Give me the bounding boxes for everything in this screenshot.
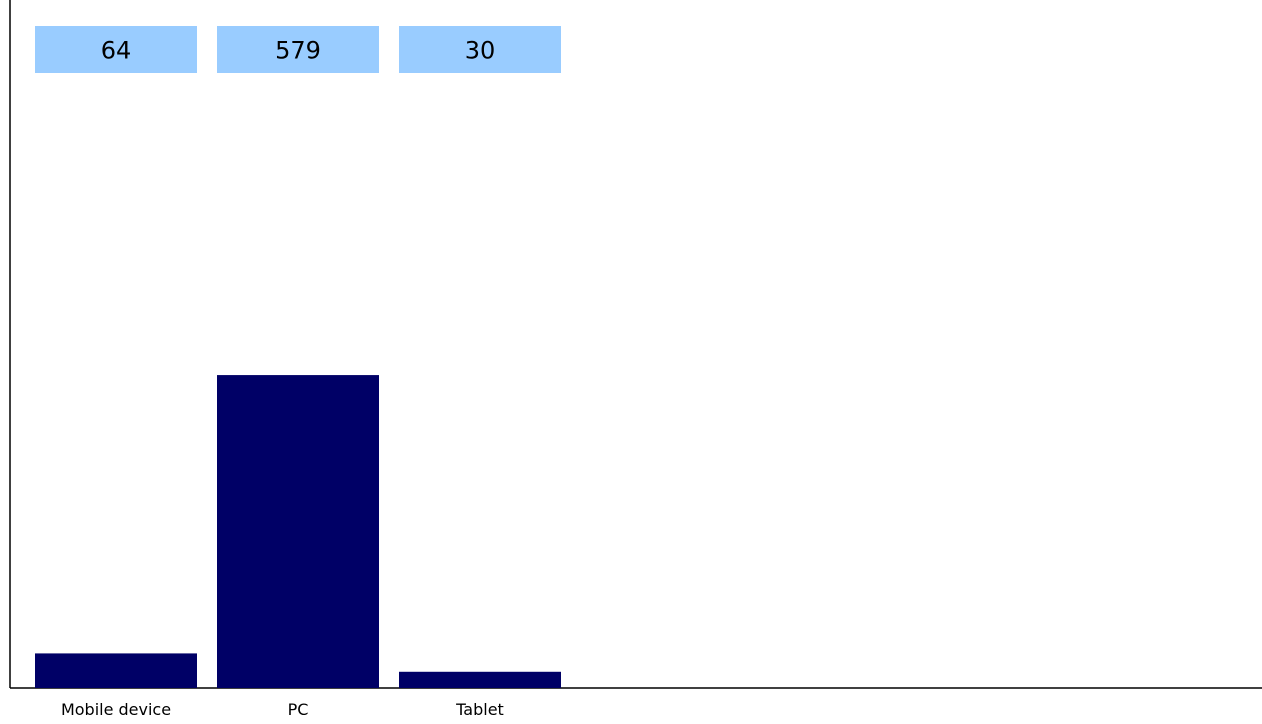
category-label-pc: PC <box>288 700 309 719</box>
value-labels-layer: 64 579 30 <box>35 26 561 73</box>
category-label-mobile-device: Mobile device <box>61 700 171 719</box>
category-label-tablet: Tablet <box>455 700 504 719</box>
value-label-tablet: 30 <box>465 37 496 65</box>
bar-mobile-device <box>35 653 197 688</box>
value-box-mobile-device <box>35 26 197 73</box>
bars-layer <box>35 375 561 688</box>
bar-tablet <box>399 671 561 688</box>
value-label-mobile-device: 64 <box>101 37 132 65</box>
category-labels-layer: Mobile device PC Tablet <box>61 700 504 719</box>
value-label-pc: 579 <box>275 37 321 65</box>
value-box-tablet <box>399 26 561 73</box>
value-box-pc <box>217 26 379 73</box>
bar-pc <box>217 375 379 688</box>
